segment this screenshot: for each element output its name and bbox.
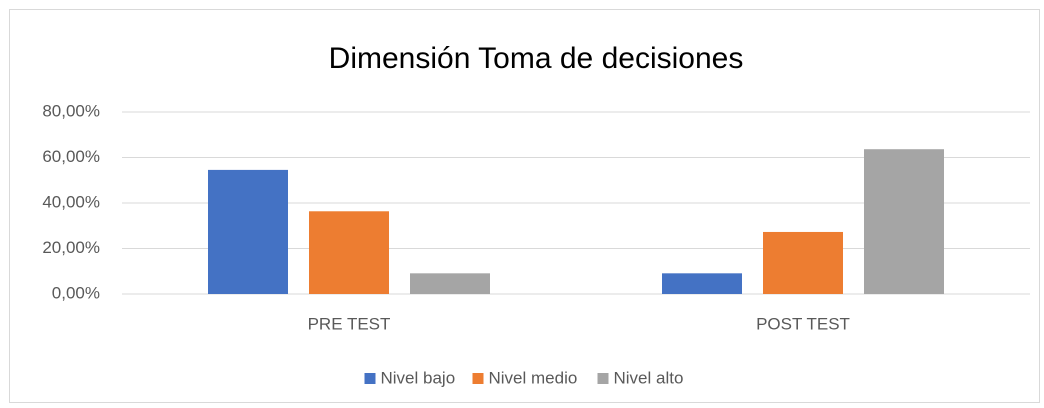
bar: [763, 231, 843, 294]
y-tick-label: 20,00%: [42, 238, 100, 257]
bar: [208, 169, 288, 294]
legend-swatch: [597, 373, 609, 384]
y-tick-label: 40,00%: [42, 192, 100, 211]
legend-swatch: [472, 373, 484, 384]
legend-swatch: [364, 373, 376, 384]
y-tick-label: 60,00%: [42, 147, 100, 166]
legend-label: Nivel alto: [614, 368, 684, 387]
chart-title: Dimensión Toma de decisiones: [329, 42, 744, 75]
bar: [410, 273, 490, 294]
bar: [864, 149, 944, 294]
bar: [309, 211, 389, 294]
bar: [662, 273, 742, 294]
x-tick-label: POST TEST: [756, 314, 850, 333]
x-tick-label: PRE TEST: [308, 314, 391, 333]
y-tick-label: 80,00%: [42, 101, 100, 120]
legend-label: Nivel bajo: [381, 368, 456, 387]
legend-label: Nivel medio: [489, 368, 578, 387]
y-tick-label: 0,00%: [52, 283, 100, 302]
